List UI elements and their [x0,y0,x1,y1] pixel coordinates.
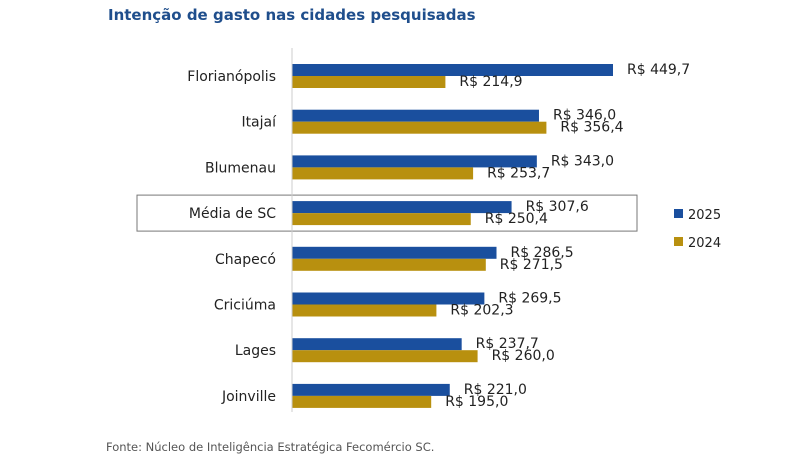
data-label-2025-lages: R$ 237,7 [476,336,539,352]
data-label-2025-itajai: R$ 346,0 [553,108,616,124]
data-label-2025-joinville: R$ 221,0 [464,382,527,398]
highlight-box [136,194,638,232]
data-label-2025-media-de-sc: R$ 307,6 [526,199,589,215]
data-label-2024-joinville: R$ 195,0 [445,394,508,410]
category-label-itajai: Itajaí [241,115,277,131]
data-label-2024-chapeco: R$ 271,5 [500,257,563,273]
category-label-lages: Lages [235,343,276,359]
legend-swatch-2024 [674,237,683,246]
data-label-2024-media-de-sc: R$ 250,4 [485,211,548,227]
data-label-2025-criciuma: R$ 269,5 [498,291,561,307]
bar-2024-media-de-sc [292,213,471,226]
bar-2025-joinville [292,383,450,396]
source-footer: Fonte: Núcleo de Inteligência Estratégic… [106,440,435,454]
bar-2025-media-de-sc [292,201,512,214]
bar-2025-florianopolis [292,64,613,76]
bar-2024-blumenau [292,167,474,180]
category-label-chapeco: Chapecó [215,252,276,268]
bar-2024-criciuma [292,304,437,317]
category-label-blumenau: Blumenau [205,160,276,176]
bar-2025-lages [292,338,462,351]
bar-2024-lages [292,350,478,363]
bar-2024-joinville [292,395,432,408]
legend-swatch-2025 [674,209,683,218]
bar-2025-criciuma [292,292,485,305]
bar-2024-chapeco [292,258,486,271]
bar-chart: Florianópolis R$ 449,7 R$ 214,9 Itajaí R$ 34… [136,48,721,412]
data-label-2024-itajai: R$ 356,4 [560,120,623,136]
category-label-florianopolis: Florianópolis [187,69,276,85]
chart-title: Intenção de gasto nas cidades pesquisada… [108,6,476,24]
data-label-2024-florianopolis: R$ 214,9 [459,74,522,90]
bar-2025-blumenau [292,155,537,168]
data-label-2024-lages: R$ 260,0 [492,348,555,364]
data-label-2025-florianopolis: R$ 449,7 [627,62,690,78]
data-label-2025-blumenau: R$ 343,0 [551,153,614,169]
category-label-joinville: Joinville [221,389,276,405]
data-label-2024-criciuma: R$ 202,3 [450,303,513,319]
bar-2024-florianopolis [292,76,446,88]
legend-label-2025: 2025 [688,208,721,223]
category-label-media-de-sc: Média de SC [189,206,276,222]
legend-label-2024: 2024 [688,236,721,251]
bar-2025-chapeco [292,246,497,259]
bar-2024-itajai [292,121,547,134]
category-label-criciuma: Criciúma [214,298,276,314]
data-label-2024-blumenau: R$ 253,7 [487,165,550,181]
data-label-2025-chapeco: R$ 286,5 [511,245,574,261]
bar-2025-itajai [292,109,539,122]
